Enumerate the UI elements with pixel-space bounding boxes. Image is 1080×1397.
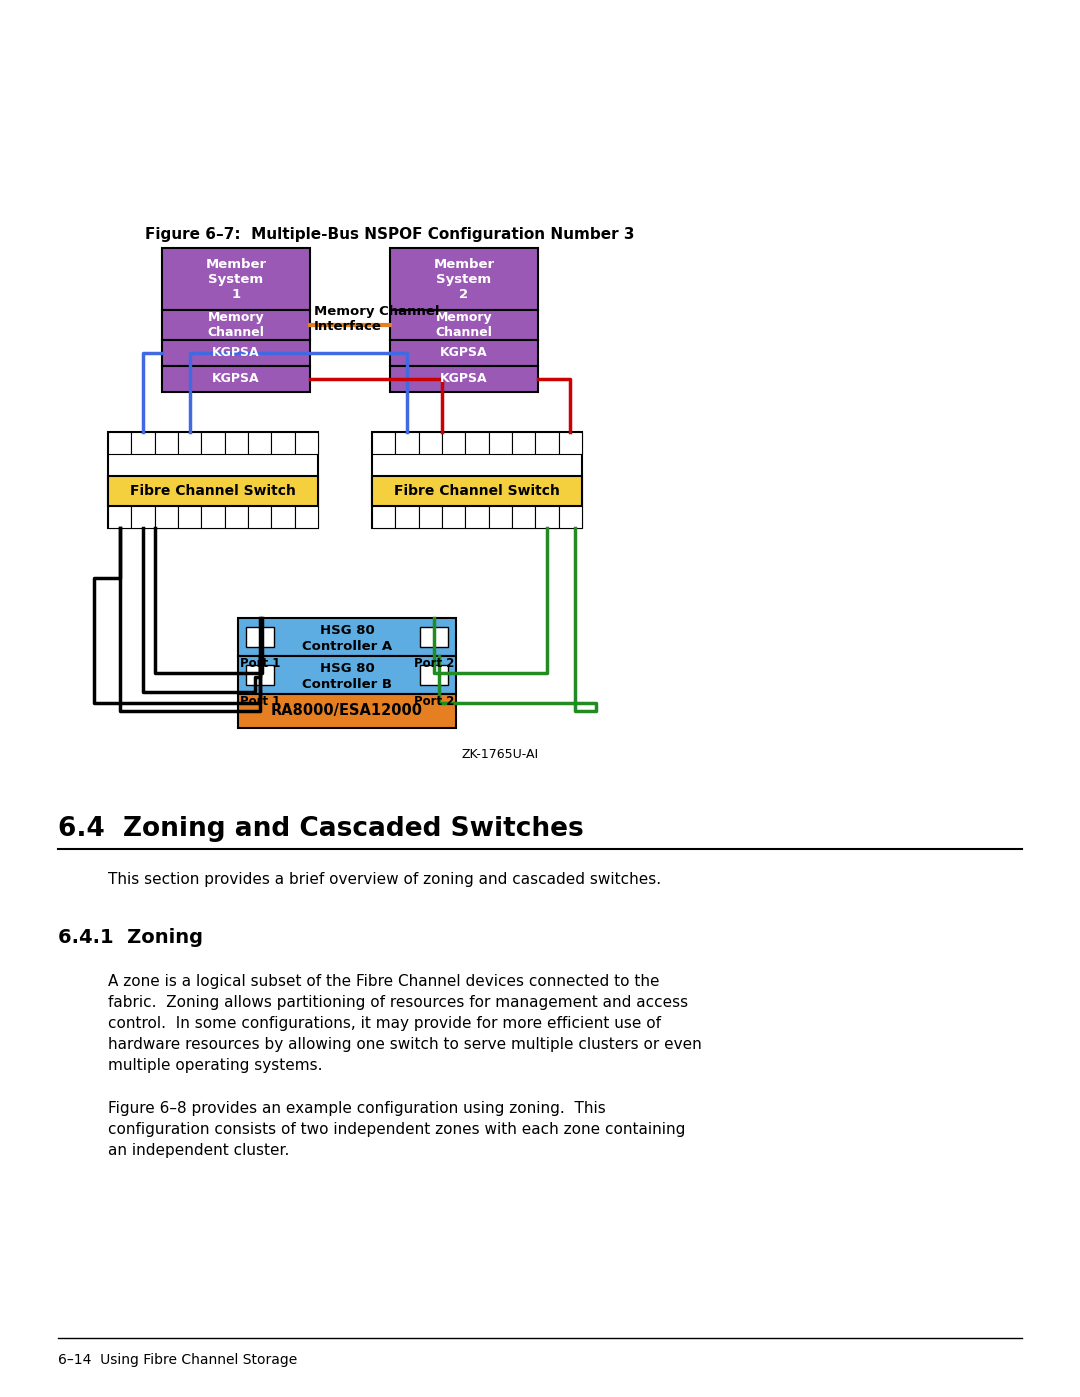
Text: 6.4.1  Zoning: 6.4.1 Zoning	[58, 928, 203, 947]
Bar	[162, 339, 310, 366]
Bar	[271, 506, 295, 528]
Bar	[372, 476, 582, 506]
Bar	[108, 476, 318, 506]
Text: Memory
Channel: Memory Channel	[207, 312, 265, 339]
Text: Controller B: Controller B	[302, 678, 392, 690]
Bar	[108, 506, 132, 528]
Text: Port 1: Port 1	[240, 657, 280, 671]
Bar	[372, 506, 395, 528]
Text: Port 1: Port 1	[240, 694, 280, 708]
Text: Memory
Channel: Memory Channel	[435, 312, 492, 339]
Bar	[512, 432, 536, 454]
Bar	[465, 432, 488, 454]
Text: Figure 6–8 provides an example configuration using zoning.  This: Figure 6–8 provides an example configura…	[108, 1101, 606, 1116]
Bar	[154, 506, 178, 528]
Bar	[395, 506, 419, 528]
Bar	[225, 432, 248, 454]
Text: ZK-1765U-AI: ZK-1765U-AI	[461, 747, 539, 761]
Text: KGPSA: KGPSA	[441, 346, 488, 359]
Bar	[390, 366, 538, 393]
Bar	[225, 506, 248, 528]
Text: multiple operating systems.: multiple operating systems.	[108, 1058, 323, 1073]
Bar	[178, 432, 201, 454]
Text: KGPSA: KGPSA	[212, 373, 260, 386]
Text: RA8000/ESA12000: RA8000/ESA12000	[271, 704, 423, 718]
Text: Controller A: Controller A	[302, 640, 392, 652]
Bar	[162, 366, 310, 393]
Bar	[238, 657, 456, 694]
Bar	[390, 310, 538, 339]
Bar	[271, 432, 295, 454]
Text: Fibre Channel Switch: Fibre Channel Switch	[130, 483, 296, 497]
Text: control.  In some configurations, it may provide for more efficient use of: control. In some configurations, it may …	[108, 1016, 661, 1031]
Bar	[154, 432, 178, 454]
Text: Fibre Channel Switch: Fibre Channel Switch	[394, 483, 559, 497]
Bar	[238, 694, 456, 728]
Bar	[420, 665, 448, 685]
Bar	[162, 310, 310, 339]
Bar	[108, 432, 318, 528]
Text: KGPSA: KGPSA	[441, 373, 488, 386]
Bar	[248, 506, 271, 528]
Bar	[372, 432, 395, 454]
Bar	[108, 432, 132, 454]
Bar	[465, 506, 488, 528]
Bar	[201, 506, 225, 528]
Bar	[201, 432, 225, 454]
Bar	[395, 432, 419, 454]
Bar	[419, 432, 442, 454]
Text: Member
System
1: Member System 1	[205, 257, 267, 300]
Text: A zone is a logical subset of the Fibre Channel devices connected to the: A zone is a logical subset of the Fibre …	[108, 974, 660, 989]
Text: Port 2: Port 2	[414, 657, 455, 671]
Text: an independent cluster.: an independent cluster.	[108, 1143, 289, 1158]
Bar	[558, 432, 582, 454]
Bar	[419, 506, 442, 528]
Bar	[390, 249, 538, 310]
Bar	[442, 432, 465, 454]
Bar	[372, 432, 582, 528]
Bar	[246, 627, 274, 647]
Text: This section provides a brief overview of zoning and cascaded switches.: This section provides a brief overview o…	[108, 872, 661, 887]
Bar	[512, 506, 536, 528]
Bar	[178, 506, 201, 528]
Bar	[132, 432, 154, 454]
Bar	[488, 432, 512, 454]
Bar	[295, 432, 318, 454]
Bar	[488, 506, 512, 528]
Text: HSG 80: HSG 80	[320, 623, 375, 637]
Bar	[238, 617, 456, 657]
Bar	[558, 506, 582, 528]
Bar	[420, 627, 448, 647]
Text: 6–14  Using Fibre Channel Storage: 6–14 Using Fibre Channel Storage	[58, 1354, 297, 1368]
Bar	[536, 506, 558, 528]
Bar	[390, 339, 538, 366]
Text: 6.4  Zoning and Cascaded Switches: 6.4 Zoning and Cascaded Switches	[58, 816, 584, 842]
Text: fabric.  Zoning allows partitioning of resources for management and access: fabric. Zoning allows partitioning of re…	[108, 995, 688, 1010]
Bar	[246, 665, 274, 685]
Bar	[162, 249, 310, 310]
Text: hardware resources by allowing one switch to serve multiple clusters or even: hardware resources by allowing one switc…	[108, 1037, 702, 1052]
Text: Member
System
2: Member System 2	[433, 257, 495, 300]
Text: configuration consists of two independent zones with each zone containing: configuration consists of two independen…	[108, 1122, 686, 1137]
Text: HSG 80: HSG 80	[320, 662, 375, 675]
Text: Memory Channel
Interface: Memory Channel Interface	[314, 305, 440, 332]
Bar	[536, 432, 558, 454]
Bar	[295, 506, 318, 528]
Bar	[442, 506, 465, 528]
Bar	[248, 432, 271, 454]
Text: Figure 6–7:  Multiple-Bus NSPOF Configuration Number 3: Figure 6–7: Multiple-Bus NSPOF Configura…	[145, 226, 635, 242]
Text: Port 2: Port 2	[414, 694, 455, 708]
Bar	[132, 506, 154, 528]
Text: KGPSA: KGPSA	[212, 346, 260, 359]
